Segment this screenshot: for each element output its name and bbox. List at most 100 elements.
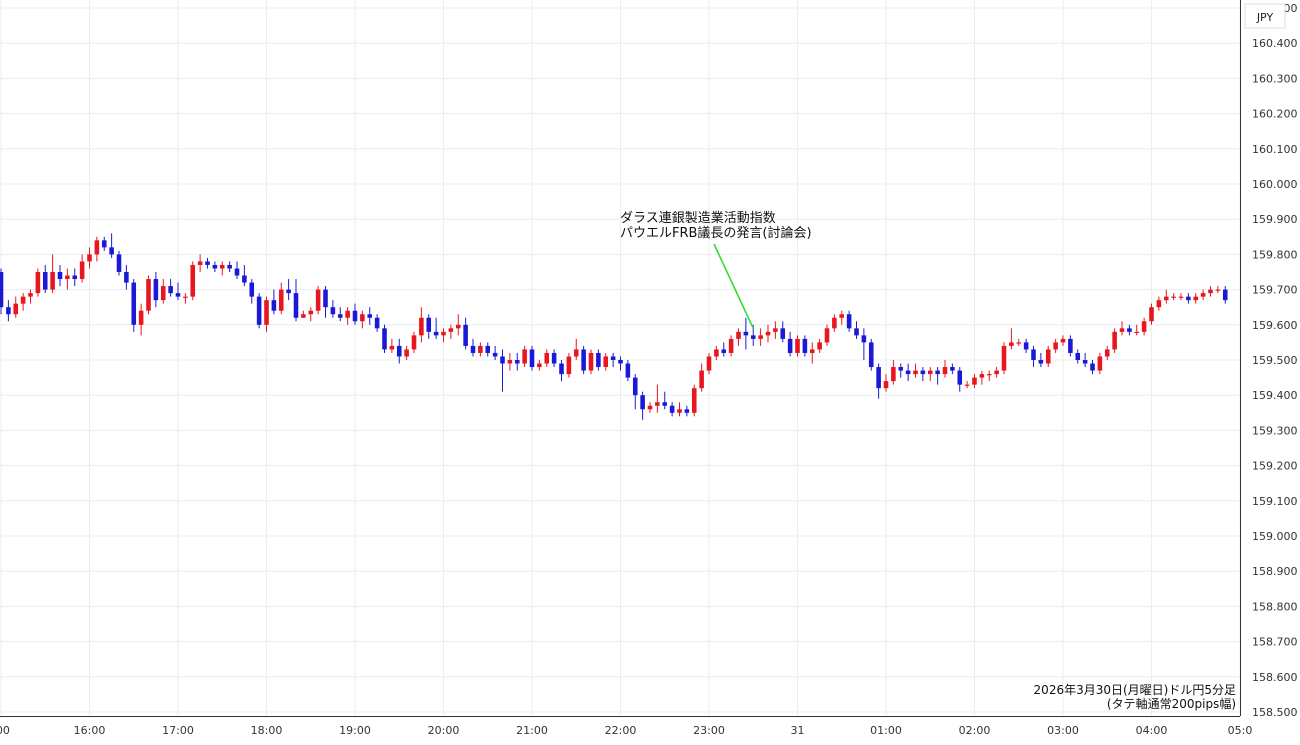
candle — [861, 328, 867, 360]
candle — [6, 300, 11, 322]
candle-body — [330, 307, 336, 315]
candle-body — [537, 363, 542, 368]
candle-body — [655, 402, 660, 406]
candle — [1060, 335, 1066, 346]
candle — [1031, 345, 1036, 368]
candle-body — [957, 370, 963, 385]
candle — [817, 338, 822, 353]
candle — [116, 250, 122, 276]
y-tick-label: 158.600 — [1252, 671, 1298, 684]
candle — [271, 289, 277, 315]
candle-body — [551, 352, 557, 364]
caption-subtitle: (タテ軸通常200pips幅) — [1107, 696, 1236, 711]
candle-body — [750, 335, 756, 339]
candle — [721, 342, 727, 357]
candle-body — [1038, 360, 1044, 364]
candle-body — [50, 272, 55, 290]
candle-body — [994, 370, 999, 375]
candle — [109, 233, 114, 258]
annotation-line-2: パウエルFRB議長の発言(討論会) — [620, 225, 812, 241]
candle-body — [876, 367, 881, 389]
candle-body — [935, 370, 940, 375]
candle — [551, 349, 557, 368]
y-tick-label: 158.800 — [1252, 600, 1298, 613]
candle — [168, 279, 173, 297]
candle — [1112, 328, 1117, 353]
candle — [677, 402, 682, 417]
candle-body — [42, 272, 48, 290]
candle-body — [1141, 321, 1147, 332]
candle-body — [1222, 289, 1228, 301]
candle-body — [116, 254, 122, 272]
chart-caption: 2026年3月30日(月曜日)ドル円5分足 (タテ軸通常200pips幅) — [1034, 683, 1236, 711]
candle-body — [138, 310, 144, 325]
candle — [79, 254, 85, 283]
x-tick-label: 03:00 — [1047, 724, 1079, 737]
candle-body — [736, 331, 741, 339]
candle-body — [382, 328, 387, 350]
candle — [632, 374, 638, 410]
candle-body — [618, 360, 623, 364]
candle-body — [765, 331, 771, 336]
candle-body — [684, 409, 690, 413]
candle — [1156, 296, 1162, 311]
candle-body — [566, 356, 572, 375]
candle-body — [514, 360, 520, 364]
candle-body — [470, 345, 476, 353]
candle-body — [249, 282, 255, 297]
candle-body — [891, 367, 896, 382]
candle — [396, 338, 402, 364]
candle-body — [205, 261, 210, 265]
caption-title: 2026年3月30日(月曜日)ドル円5分足 — [1034, 683, 1236, 697]
candle-body — [610, 356, 616, 360]
candle — [65, 268, 70, 290]
candle-body — [79, 261, 85, 280]
candle — [728, 335, 734, 357]
y-tick-label: 159.700 — [1252, 284, 1298, 297]
candle-body — [234, 268, 240, 276]
candle-body — [588, 352, 594, 371]
candle-body — [603, 356, 609, 368]
candle — [492, 345, 498, 360]
annotation-pointer-line — [713, 243, 754, 329]
candle-body — [500, 356, 505, 364]
candle — [146, 275, 151, 315]
candle-body — [1119, 328, 1125, 332]
candle — [124, 264, 129, 290]
candle — [0, 268, 4, 315]
candle-body — [596, 352, 601, 368]
candle-body — [1001, 345, 1007, 371]
candle-body — [190, 264, 196, 297]
candle-body — [146, 279, 151, 311]
candle-body — [1208, 289, 1213, 294]
candle — [72, 268, 78, 287]
candle — [42, 264, 48, 294]
candle — [507, 352, 513, 371]
candle-body — [964, 384, 970, 386]
candle-body — [1068, 338, 1073, 353]
x-tick-label: 23:00 — [693, 724, 725, 737]
candle — [308, 307, 314, 322]
candle — [1208, 286, 1213, 297]
candle — [891, 360, 896, 385]
candle-body — [212, 264, 218, 269]
candle-body — [868, 342, 874, 368]
candle — [28, 289, 33, 304]
candle-body — [485, 345, 491, 353]
y-tick-label: 159.100 — [1252, 495, 1298, 508]
candle-body — [559, 363, 564, 375]
candle — [57, 264, 63, 287]
candle — [183, 293, 188, 304]
candle — [323, 286, 328, 318]
candle-body — [883, 381, 889, 389]
candle-body — [795, 338, 800, 353]
candle-body — [699, 370, 704, 389]
y-tick-label: 159.000 — [1252, 530, 1298, 543]
candle — [463, 317, 468, 350]
candle — [581, 345, 586, 375]
candle — [470, 338, 476, 357]
candle-body — [492, 352, 498, 357]
candle — [559, 360, 564, 382]
candle — [647, 402, 653, 413]
candle — [603, 352, 609, 371]
